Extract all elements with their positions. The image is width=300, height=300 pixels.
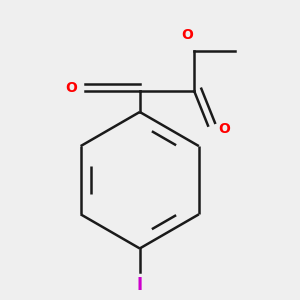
Text: O: O <box>218 122 230 136</box>
Text: O: O <box>65 81 76 95</box>
Text: O: O <box>182 28 194 42</box>
Text: I: I <box>137 276 143 294</box>
